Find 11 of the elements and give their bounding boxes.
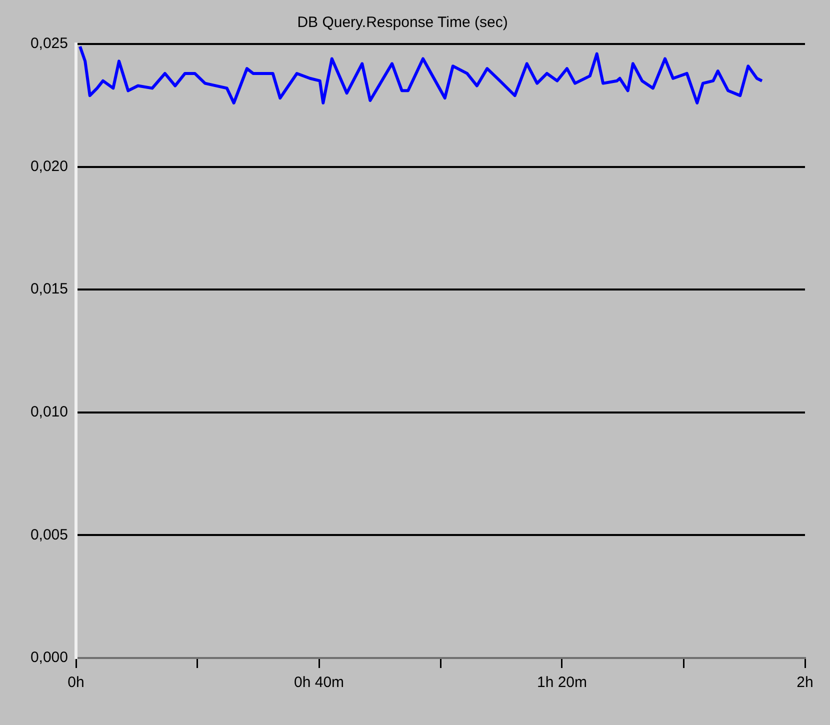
y-tick-label: 0,015 [30, 280, 68, 298]
y-tick-label: 0,020 [30, 158, 68, 175]
chart-title: DB Query.Response Time (sec) [297, 14, 508, 32]
x-tick-label: 1h 20m [536, 674, 588, 692]
x-tick-label: 0h [68, 674, 84, 692]
y-tick-label: 0,000 [30, 649, 68, 666]
y-tick-label: 0,025 [30, 35, 68, 52]
x-tick-label: 0h 40m [294, 674, 344, 692]
y-tick-label: 0,005 [30, 526, 68, 544]
y-tick-label: 0,010 [30, 404, 68, 421]
x-tick-label: 2h [796, 674, 814, 692]
